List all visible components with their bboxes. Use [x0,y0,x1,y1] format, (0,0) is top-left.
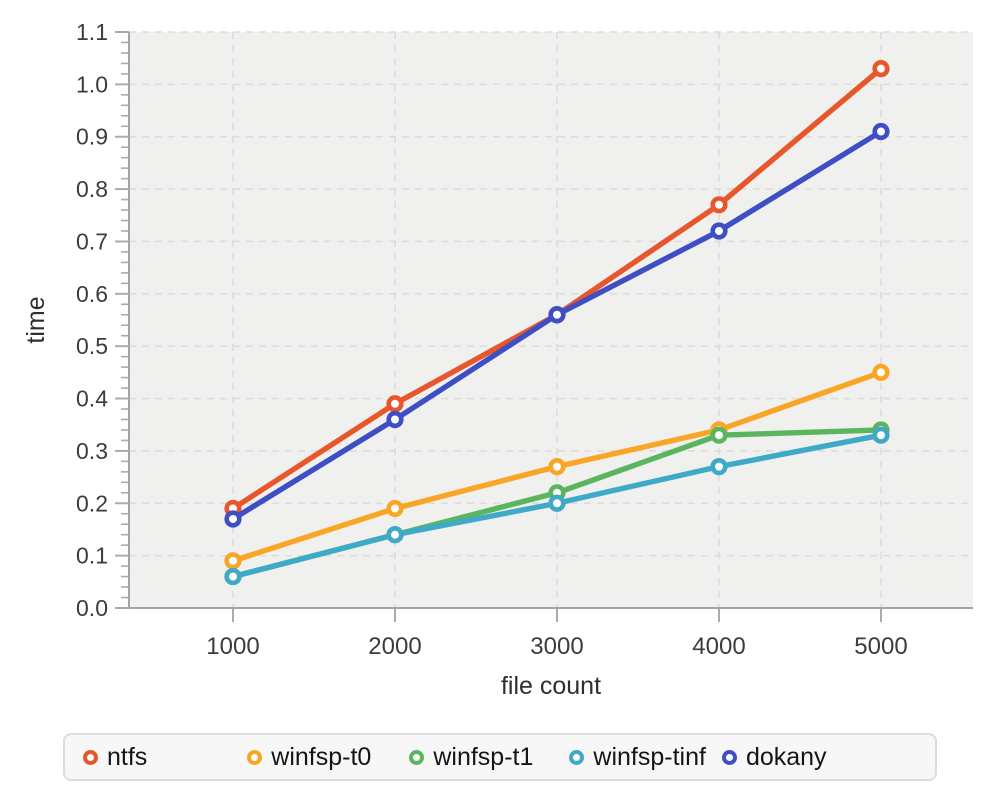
y-tick-label: 1.0 [76,71,108,97]
data-point-winfsp-t0 [872,363,890,381]
y-tick-label: 0.8 [76,176,108,202]
y-tick-label: 0.1 [76,543,108,569]
data-point-ntfs [872,60,890,78]
y-tick-label: 0.9 [76,124,108,150]
data-point-winfsp-t1 [710,426,728,444]
ntfs-marker-icon [83,749,98,765]
winfsp-t1-marker-icon [409,749,425,765]
legend-label: ntfs [107,742,148,771]
x-tick-label: 2000 [368,633,421,660]
legend-item-winfsp-t0[interactable]: winfsp-t0 [247,742,372,771]
legend-item-ntfs[interactable]: ntfs [83,742,148,771]
data-point-dokany [224,510,242,528]
legend-label: winfsp-t1 [433,742,534,771]
data-point-dokany [710,222,728,240]
y-tick-label: 0.4 [76,386,108,412]
x-tick-label: 5000 [854,633,907,660]
y-tick-label: 0.7 [76,228,108,254]
data-point-winfsp-tinf [548,494,566,512]
data-point-dokany [872,122,890,141]
legend-item-dokany[interactable]: dokany [721,742,827,771]
y-tick-label: 1.1 [76,19,108,45]
dokany-marker-icon [721,749,737,765]
data-point-winfsp-tinf [386,526,404,544]
legend-item-winfsp-t1[interactable]: winfsp-t1 [409,742,534,771]
y-tick-label: 0.0 [76,595,108,621]
data-point-winfsp-t0 [386,499,404,518]
data-point-ntfs [710,196,728,214]
legend-item-winfsp-tinf[interactable]: winfsp-tinf [569,742,706,771]
data-point-winfsp-tinf [710,458,728,476]
legend-label: dokany [745,742,827,771]
chart-canvas: 0.0 0.1 0.2 0.3 0.4 0.5 0.6 0.7 0.8 0.9 1.0 1.1 1000… [22,19,973,700]
winfsp-tinf-marker-icon [569,749,585,765]
tick-labels: 0.0 0.1 0.2 0.3 0.4 0.5 0.6 0.7 0.8 0.9 1.0 1.1 1000… [76,19,908,660]
gridlines [129,31,973,608]
data-point-winfsp-tinf [224,567,242,586]
data-series [224,60,890,586]
legend-label: winfsp-t0 [271,742,372,771]
data-point-dokany [548,306,566,324]
data-point-dokany [386,410,404,429]
x-tick-label: 4000 [692,633,745,660]
data-point-ntfs [386,395,404,413]
y-axis-title: time [22,296,50,343]
y-tick-label: 0.2 [76,490,108,516]
y-tick-label: 0.3 [76,438,108,464]
winfsp-t0-marker-icon [247,749,263,765]
x-tick-label: 1000 [206,633,259,660]
y-tick-label: 0.6 [76,281,108,307]
data-point-winfsp-t0 [548,458,566,476]
x-tick-label: 3000 [530,633,583,660]
axis-ticks [115,31,882,622]
data-point-winfsp-t0 [224,552,242,570]
legend-label: winfsp-tinf [593,742,706,771]
axes [126,32,973,609]
data-point-winfsp-tinf [872,426,890,444]
legend: ntfs winfsp-t0 winfsp-t1 winfsp-tinf dok… [63,733,937,781]
y-tick-label: 0.5 [76,333,108,359]
x-axis-title: file count [501,672,601,700]
